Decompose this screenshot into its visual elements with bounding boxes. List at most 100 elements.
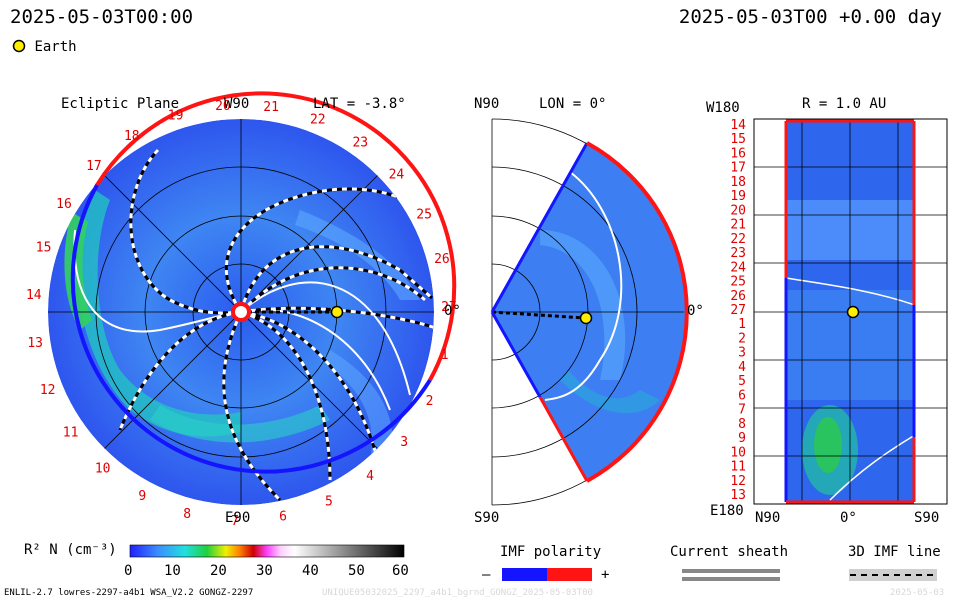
current-sheath-swatch (682, 569, 780, 581)
ecliptic-lat-label: LAT = -3.8° (313, 96, 406, 112)
meridional-bottom-label: S90 (474, 510, 500, 526)
meridional-right-label: 0° (687, 303, 704, 319)
radial-y-label: 23 (730, 246, 746, 261)
radial-y-label: 9 (738, 431, 746, 446)
radial-y-label: 15 (730, 132, 746, 147)
run-id: UNIQUE05032025_2297_a4b1_bgrnd_GONGZ_202… (322, 588, 593, 598)
rotation-label: 23 (352, 136, 368, 151)
radial-y-label: 24 (730, 260, 746, 275)
rotation-label: 4 (366, 469, 374, 484)
meridional-lon-label: LON = 0° (539, 96, 607, 112)
imf-minus-label: – (482, 567, 491, 583)
rotation-label: 26 (434, 252, 450, 267)
rotation-label: 16 (56, 197, 72, 212)
time-label-right: 2025-05-03T00 +0.00 day (678, 6, 942, 28)
radial-y-label: 14 (730, 118, 746, 133)
rotation-label: 25 (416, 207, 432, 222)
rotation-label: 14 (26, 288, 42, 303)
model-info: ENLIL-2.7 lowres-2297-a4b1 WSA_V2.2 GONG… (4, 588, 254, 598)
radial-y-label: 8 (738, 417, 746, 432)
earth-legend-label: Earth (34, 39, 77, 55)
ecliptic-positive-ring (95, 91, 457, 381)
meridional-top-label: N90 (474, 96, 500, 112)
rotation-label: 2 (426, 394, 434, 409)
colorbar-tick: 50 (348, 563, 365, 579)
radial-y-label: 4 (738, 360, 746, 375)
rotation-label: 10 (95, 461, 111, 476)
radial-y-label: 26 (730, 289, 746, 304)
radial-y-label: 6 (738, 388, 746, 403)
radial-y-label: 2 (738, 332, 746, 347)
ecliptic-bottom-label: E90 (225, 510, 251, 526)
ecliptic-top-label: W90 (224, 96, 250, 112)
radial-y-label: 1 (738, 317, 746, 332)
rotation-label: 22 (310, 113, 326, 128)
imf-plus-label: + (601, 567, 610, 583)
rotation-label: 1 (441, 348, 449, 363)
colorbar-tick: 10 (164, 563, 181, 579)
rotation-label: 27 (441, 300, 457, 315)
ecliptic-right-label: 0° (444, 303, 461, 319)
ecliptic-negative-ring (70, 184, 432, 474)
colorbar-tick: 30 (256, 563, 273, 579)
imf3d-line-title: 3D IMF line (848, 544, 941, 560)
earth-legend: Earth (12, 39, 77, 55)
radial-y-label: 12 (730, 474, 746, 489)
radial-y-label: 11 (730, 460, 746, 475)
radial-y-label: 7 (738, 403, 746, 418)
imf-negative-swatch (502, 568, 547, 581)
rotation-label: 24 (389, 168, 405, 183)
rotation-label: 18 (124, 129, 140, 144)
imf3d-line-swatch (849, 569, 937, 581)
time-label-left: 2025-05-03T00:00 (10, 6, 194, 28)
earth-marker-meridional (579, 311, 593, 325)
colorbar-tick: 60 (392, 563, 409, 579)
ecliptic-rotation-labels: 20 21222324252627123456789101112131415161… (26, 99, 457, 529)
rotation-label: 19 (168, 109, 184, 124)
radial-y-labels: 1415161718192021222324252627123456789101… (730, 118, 746, 503)
radial-y-label: 19 (730, 189, 746, 204)
radial-y-label: 10 (730, 445, 746, 460)
rotation-label: 13 (27, 336, 43, 351)
ecliptic-plane-panel: 20 21222324252627123456789101112131415161… (26, 91, 457, 529)
rotation-label: 3 (400, 435, 408, 450)
imf-positive-swatch (547, 568, 592, 581)
run-date: 2025-05-03 (890, 588, 945, 598)
colorbar-tick: 40 (302, 563, 319, 579)
rotation-label: 11 (63, 425, 79, 440)
radial-x-label-n: N90 (755, 510, 781, 526)
radial-x-label-s: S90 (914, 510, 940, 526)
radial-y-label: 3 (738, 346, 746, 361)
radial-y-label: 5 (738, 374, 746, 389)
rotation-label: 7 (231, 514, 239, 529)
rotation-label: 6 (279, 510, 287, 525)
rotation-label: 20 (215, 99, 231, 114)
radial-x-label-zero: 0° (840, 510, 857, 526)
current-sheath-title: Current sheath (670, 544, 789, 560)
rotation-label: 12 (40, 383, 56, 398)
radial-y-label: 18 (730, 175, 746, 190)
radial-y-label: 25 (730, 275, 746, 290)
meridional-plane-panel (490, 118, 689, 506)
colorbar-tick: 20 (210, 563, 227, 579)
rotation-label: 8 (183, 507, 191, 522)
imf-polarity-title: IMF polarity (500, 544, 602, 560)
radial-y-label: 17 (730, 161, 746, 176)
density-colorbar (129, 544, 405, 558)
colorbar-tick: 0 (124, 563, 133, 579)
radial-y-label: 21 (730, 218, 746, 233)
rotation-label: 15 (36, 241, 52, 256)
rotation-label: 5 (325, 495, 333, 510)
radial-y-label: 22 (730, 232, 746, 247)
radial-y-label: 13 (730, 488, 746, 503)
radial-y-label: 16 (730, 147, 746, 162)
rotation-label: 9 (138, 489, 146, 504)
radial-y-label: 20 (730, 203, 746, 218)
rotation-label: 21 (263, 100, 279, 115)
radial-r-label: R = 1.0 AU (802, 96, 887, 112)
colorbar-label: R² N (cm⁻³) (24, 542, 117, 558)
earth-marker-ecliptic (330, 305, 344, 319)
radial-y-label: 27 (730, 303, 746, 318)
earth-marker-radial (846, 305, 860, 319)
